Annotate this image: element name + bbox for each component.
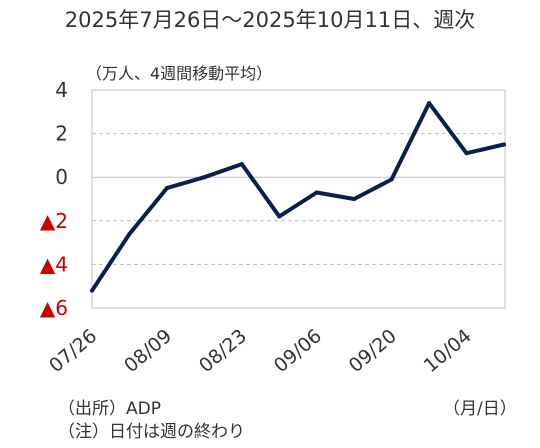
data-point: [127, 231, 132, 236]
data-point: [389, 177, 394, 182]
y-axis-label: （万人、4週間移動平均）: [86, 64, 272, 83]
y-tick-label: ▲4: [40, 252, 68, 276]
x-tick-labels: 07/26 08/09 08/23 09/06 09/20 10/04: [45, 325, 476, 377]
data-points: [90, 101, 506, 293]
grid-lines: [91, 89, 506, 309]
data-point: [427, 101, 432, 106]
plot-frame: [91, 89, 506, 309]
data-point: [202, 175, 207, 180]
y-tick-label: 0: [55, 165, 68, 189]
y-tick-label: 2: [55, 122, 68, 146]
y-tick-labels: 4 2 0 ▲2 ▲4 ▲6: [40, 78, 68, 320]
data-point: [352, 197, 357, 201]
x-tick-label: 10/04: [420, 325, 476, 377]
data-point: [164, 186, 169, 191]
data-point: [464, 151, 469, 156]
x-tick-label: 07/26: [45, 325, 101, 377]
y-tick-label: ▲2: [40, 209, 68, 233]
data-point: [277, 214, 282, 219]
x-tick-label: 08/23: [195, 325, 251, 377]
x-tick-label: 09/20: [345, 325, 401, 377]
series-line: [90, 101, 506, 293]
y-tick-label: 4: [55, 78, 68, 102]
x-axis-unit: （月/日）: [443, 399, 517, 419]
source-note: （出所）ADP: [58, 399, 161, 419]
data-point: [90, 288, 94, 293]
x-tick-label: 09/06: [270, 325, 326, 377]
data-point: [314, 190, 319, 195]
chart-title: 2025年7月26日～2025年10月11日、週次: [65, 8, 475, 32]
data-point: [502, 142, 506, 147]
y-tick-label: ▲6: [40, 296, 68, 320]
x-tick-label: 08/09: [120, 325, 176, 377]
date-note: （注）日付は週の終わり: [58, 422, 245, 442]
data-point: [239, 162, 244, 167]
